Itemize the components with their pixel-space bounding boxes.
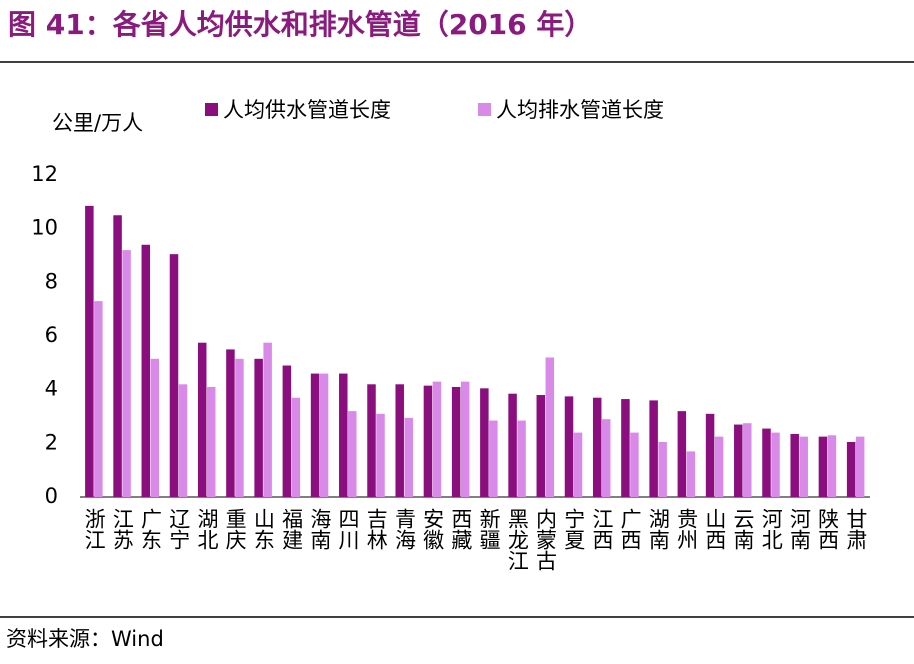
bar <box>348 411 357 497</box>
bar <box>564 396 574 497</box>
bar <box>178 384 188 497</box>
y-tick-label: 4 <box>45 377 58 401</box>
bar <box>545 357 555 497</box>
bar <box>291 397 301 497</box>
x-tick-label: 广东 <box>139 508 163 550</box>
bar <box>734 424 743 497</box>
x-tick-label: 河南 <box>787 508 811 550</box>
bar <box>686 451 696 497</box>
bar <box>451 386 461 497</box>
bar <box>790 433 799 497</box>
x-tick-label: 河北 <box>759 508 783 550</box>
bar <box>319 373 329 497</box>
y-axis-label: 公里/万人 <box>52 111 143 135</box>
bar <box>94 301 103 497</box>
y-tick-label: 0 <box>45 484 58 508</box>
x-tick-label: 广西 <box>618 508 642 550</box>
x-tick-label: 陕西 <box>816 508 840 550</box>
bar <box>150 358 160 497</box>
bar <box>827 435 837 497</box>
x-tick-label: 湖北 <box>195 508 219 550</box>
x-tick-label: 云南 <box>731 508 755 550</box>
x-tick-label: 贵州 <box>675 508 699 550</box>
x-tick-label: 浙江 <box>82 508 106 550</box>
x-tick-label: 江苏 <box>110 508 134 550</box>
bar <box>714 436 724 497</box>
legend-swatch <box>478 103 491 116</box>
bar <box>85 205 94 497</box>
y-tick-label: 12 <box>31 162 58 186</box>
bar <box>376 413 385 497</box>
x-tick-label: 山西 <box>703 508 727 550</box>
bar <box>395 384 404 497</box>
bar <box>592 397 602 497</box>
bar <box>705 413 715 497</box>
x-tick-label: 吉林 <box>364 508 388 550</box>
bar <box>743 423 752 497</box>
bar <box>113 215 122 497</box>
bar <box>658 441 667 497</box>
chart-title: 图 41：各省人均供水和排水管道（2016 年） <box>8 8 592 41</box>
x-tick-label: 湖南 <box>646 508 670 550</box>
x-tick-label: 宁夏 <box>562 508 586 550</box>
bar <box>263 342 272 497</box>
x-tick-label: 辽宁 <box>167 508 191 550</box>
source: 资料来源：Wind <box>6 627 164 651</box>
bar <box>423 385 433 497</box>
bar <box>489 420 498 497</box>
bar <box>799 436 808 497</box>
bar <box>536 395 546 497</box>
x-tick-label: 内蒙古 <box>534 508 558 571</box>
bar <box>762 428 771 497</box>
x-tick-label: 甘肃 <box>844 508 868 550</box>
bar <box>480 388 489 497</box>
x-tick-label: 四川 <box>336 508 360 550</box>
x-tick-label: 福建 <box>280 508 304 550</box>
bar <box>855 436 865 497</box>
bar <box>282 365 292 497</box>
bar <box>235 358 244 497</box>
bar <box>206 386 216 497</box>
y-tick-label: 6 <box>45 323 58 347</box>
x-tick-label: 黑龙江 <box>505 508 529 571</box>
y-tick-label: 10 <box>31 216 58 240</box>
bar <box>517 420 526 497</box>
bar <box>141 244 151 497</box>
bar <box>122 250 131 497</box>
bar <box>460 381 470 497</box>
bar <box>677 411 687 497</box>
bar <box>310 373 320 497</box>
x-tick-label: 青海 <box>392 508 416 550</box>
bar <box>621 399 630 497</box>
bar <box>404 417 413 497</box>
bar <box>508 393 517 497</box>
bar <box>226 349 235 497</box>
bar <box>367 384 376 497</box>
bar <box>254 358 263 497</box>
bar <box>630 432 639 497</box>
bar <box>432 381 442 497</box>
bar <box>818 436 828 497</box>
y-tick-label: 8 <box>45 269 58 293</box>
bar <box>649 400 658 497</box>
x-tick-label: 新疆 <box>477 508 501 550</box>
x-tick-label: 西藏 <box>449 508 473 550</box>
x-tick-label: 海南 <box>308 508 332 550</box>
bar <box>846 441 856 497</box>
legend-swatch <box>205 103 218 116</box>
bar <box>197 342 207 497</box>
bar <box>573 432 583 497</box>
bar <box>169 254 179 497</box>
bar <box>339 373 348 497</box>
bar <box>601 419 611 497</box>
y-tick-label: 2 <box>45 430 58 454</box>
bar <box>771 432 780 497</box>
x-tick-label: 江西 <box>590 508 614 550</box>
x-tick-label: 山东 <box>251 508 275 550</box>
x-tick-label: 安徽 <box>421 508 445 550</box>
legend-label: 人均排水管道长度 <box>496 98 664 122</box>
legend-label: 人均供水管道长度 <box>223 98 391 122</box>
x-tick-label: 重庆 <box>223 508 247 550</box>
